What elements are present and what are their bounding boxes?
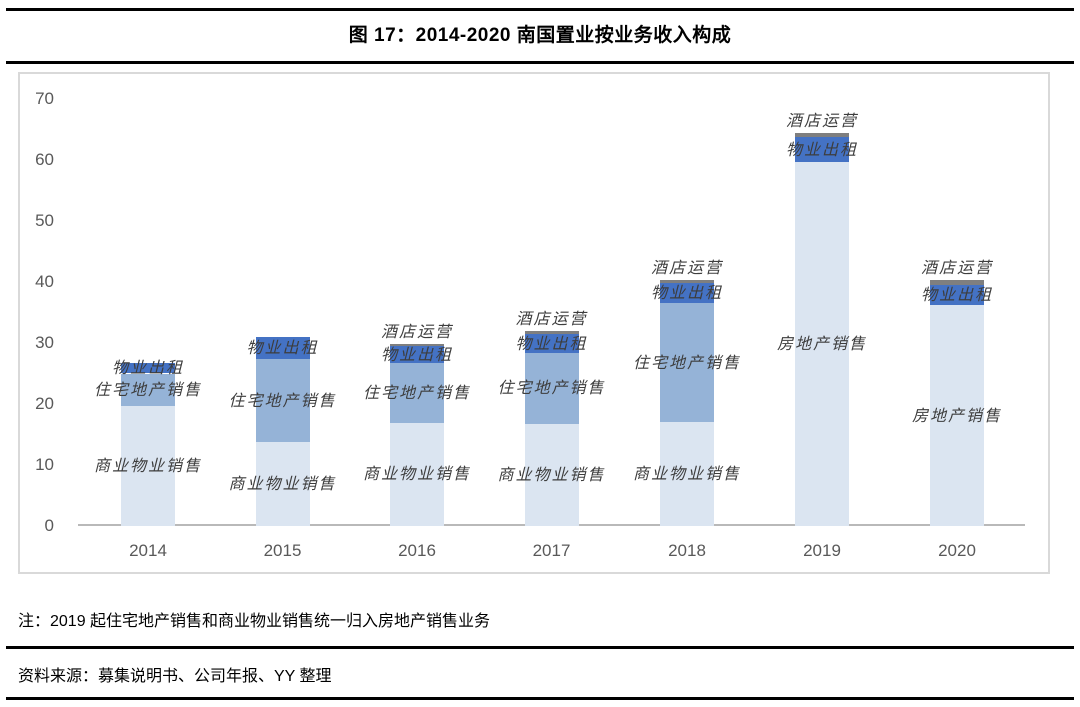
bar-segment-label: 商业物业销售 [228, 473, 337, 493]
bar-segment-label: 房地产销售 [911, 405, 1002, 425]
bar-segment-label: 酒店运营 [920, 258, 993, 278]
chart-note: 注：2019 起住宅地产销售和商业物业销售统一归入房地产销售业务 [18, 613, 491, 630]
top-divider [6, 8, 1074, 11]
x-axis-category-label: 2018 [668, 541, 706, 560]
bar-segment-label: 物业出租 [650, 283, 723, 303]
bar-segment-label: 住宅地产销售 [632, 352, 741, 372]
bar-segment-2018 [660, 280, 714, 284]
bar-segment-label: 物业出租 [515, 333, 588, 353]
y-axis-tick-label: 30 [35, 333, 54, 352]
bar-segment-label: 住宅地产销售 [497, 378, 606, 398]
bottom-divider [6, 697, 1074, 700]
y-axis-tick-label: 10 [35, 455, 54, 474]
bar-segment-label: 酒店运营 [380, 322, 453, 342]
bar-segment-2019 [795, 132, 849, 138]
x-axis-category-label: 2019 [803, 541, 841, 560]
bar-segment-label: 住宅地产销售 [228, 390, 337, 410]
bar-segment-2014 [121, 362, 175, 374]
bar-segment-label: 酒店运营 [785, 110, 858, 130]
bar-segment-2016 [390, 346, 444, 364]
bar-segment-2020 [930, 305, 984, 526]
title-divider [6, 61, 1074, 64]
source-line: 资料来源：募集说明书、公司年报、YY 整理 [18, 668, 332, 685]
bar-segment-label: 住宅地产销售 [362, 383, 471, 403]
bar-segment-label: 物业出租 [920, 285, 993, 305]
bar-segment-2017 [524, 423, 579, 526]
bar-segment-2018 [660, 422, 714, 526]
bar-segment-2019 [795, 137, 849, 162]
bar-segment-2020 [930, 285, 984, 306]
bar-segment-label: 商业物业销售 [93, 456, 202, 476]
bar-segment-label: 商业物业销售 [632, 464, 741, 484]
y-axis-tick-label: 70 [35, 89, 54, 108]
y-axis-tick-label: 60 [35, 150, 54, 169]
y-axis-tick-label: 40 [35, 272, 54, 291]
bar-segment-label: 酒店运营 [515, 309, 588, 329]
bar-segment-label: 酒店运营 [650, 258, 723, 278]
y-axis-tick-label: 0 [44, 516, 54, 535]
bar-segment-2014 [121, 406, 175, 526]
y-axis-tick-label: 50 [35, 211, 54, 230]
figure-title: 图 17：2014-2020 南国置业按业务收入构成 [348, 25, 732, 46]
note-divider [6, 646, 1074, 649]
x-axis-category-label: 2020 [938, 541, 976, 560]
bar-segment-2019 [795, 161, 849, 526]
bar-segment-2020 [930, 280, 984, 286]
bar-segment-2015 [255, 336, 310, 360]
bar-segment-label: 物业出租 [785, 139, 858, 159]
bar-segment-label: 物业出租 [111, 358, 184, 377]
bar-segment-2017 [524, 333, 579, 354]
x-axis-category-label: 2014 [129, 541, 167, 560]
bar-segment-2017 [524, 331, 579, 334]
bar-segment-label: 商业物业销售 [362, 464, 471, 484]
bar-segment-2018 [660, 283, 714, 304]
bar-segment-label: 房地产销售 [776, 333, 867, 353]
bar-segment-2016 [390, 363, 444, 423]
bar-segment-2018 [660, 303, 714, 423]
bar-segment-2015 [255, 359, 310, 442]
bar-segment-label: 物业出租 [380, 344, 453, 364]
x-axis-category-label: 2017 [532, 541, 571, 560]
x-axis-category-label: 2016 [398, 541, 436, 560]
bar-segment-label: 商业物业销售 [497, 464, 606, 484]
bar-segment-2015 [255, 441, 310, 526]
bar-segment-label: 物业出租 [246, 338, 319, 358]
bar-segment-2016 [390, 344, 444, 347]
bar-segment-label: 住宅地产销售 [93, 379, 202, 399]
bar-segment-2014 [121, 373, 175, 407]
bar-segment-2016 [390, 422, 444, 526]
y-axis-tick-label: 20 [35, 394, 54, 413]
bar-segment-2017 [524, 353, 579, 424]
x-axis-category-label: 2015 [263, 541, 302, 560]
